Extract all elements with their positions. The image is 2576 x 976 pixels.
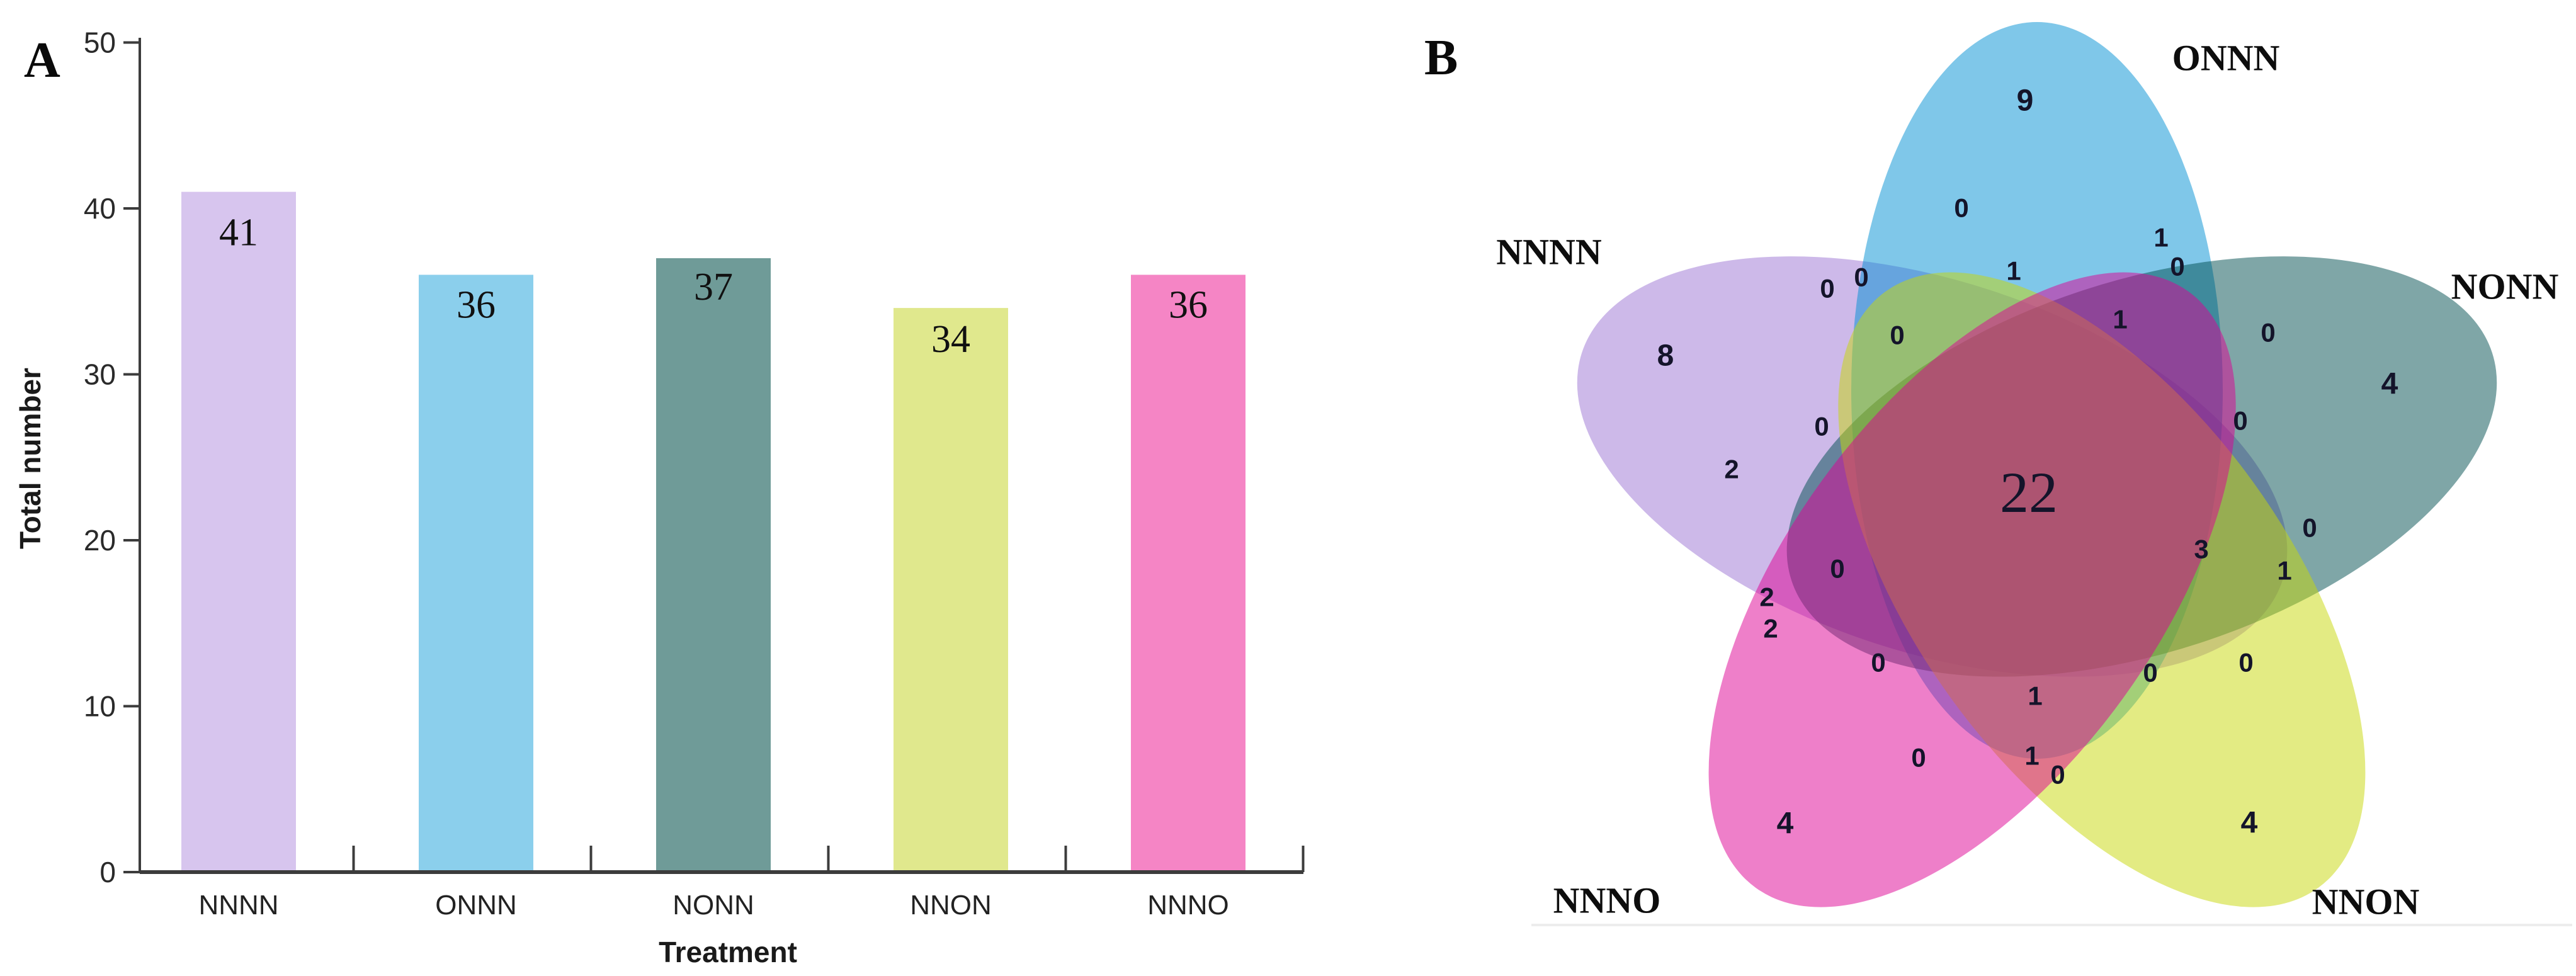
y-tick-label: 0 xyxy=(99,856,116,888)
venn-region-count: 0 xyxy=(1911,743,1926,773)
x-tick-label: NONN xyxy=(672,890,754,921)
venn-region-count: 22 xyxy=(2000,460,2058,525)
venn-region-count: 0 xyxy=(2050,760,2065,790)
x-tick-label: NNON xyxy=(910,890,992,921)
y-tick-label: 30 xyxy=(84,358,116,391)
venn-region-count: 1 xyxy=(2006,256,2021,286)
y-axis-title: Total number xyxy=(14,368,47,549)
bar-nnno xyxy=(1131,275,1245,872)
bar-nonn xyxy=(656,258,771,872)
venn-ellipse-nnno xyxy=(1708,272,2236,907)
bar-value-label: 37 xyxy=(694,266,733,309)
venn-region-count: 0 xyxy=(1830,554,1844,584)
venn-region-count: 8 xyxy=(1657,339,1674,373)
venn-region-count: 4 xyxy=(2381,368,2398,401)
panel-b-letter: B xyxy=(1424,30,1458,86)
venn-region-count: 0 xyxy=(2233,406,2247,436)
bar-value-label: 41 xyxy=(219,212,258,254)
venn-labels-layer: NNNN ONNN NONN NNON NNNO xyxy=(1496,38,2558,922)
venn-region-count: 0 xyxy=(1890,321,1904,350)
y-tick-label: 20 xyxy=(84,524,116,557)
axes-layer: 0 10 20 30 40 50 xyxy=(84,26,1305,888)
venn-region-count: 0 xyxy=(1871,648,1885,678)
venn-region-count: 0 xyxy=(2302,513,2317,543)
venn-region-count: 0 xyxy=(2261,318,2275,348)
venn-region-count: 0 xyxy=(1820,274,1834,304)
venn-region-count: 4 xyxy=(2241,807,2258,840)
venn-set-label-nnno: NNNO xyxy=(1553,880,1661,921)
venn-region-count: 0 xyxy=(1854,263,1868,292)
x-tick-label: NNNO xyxy=(1147,890,1229,921)
panel-a-letter: A xyxy=(24,33,60,88)
venn-region-count: 1 xyxy=(2028,681,2042,711)
venn-region-count: 0 xyxy=(2170,252,2184,281)
bar-onnn xyxy=(419,275,533,872)
bar-nnon xyxy=(894,308,1008,873)
venn-region-count: 0 xyxy=(2238,648,2253,678)
venn-region-count: 0 xyxy=(1814,412,1829,441)
venn-region-count: 0 xyxy=(2143,658,2157,688)
y-tick-label: 50 xyxy=(84,26,116,59)
venn-region-count: 2 xyxy=(1759,582,1774,612)
venn-set-label-onnn: ONNN xyxy=(2172,38,2280,79)
venn-region-count: 1 xyxy=(2277,556,2291,586)
x-tick-label: NNNN xyxy=(198,890,278,921)
venn-set-label-nnon: NNON xyxy=(2312,882,2420,922)
venn-region-count: 1 xyxy=(2024,741,2039,771)
venn-region-count: 2 xyxy=(1724,455,1739,484)
bar-value-label: 36 xyxy=(457,283,496,326)
venn-region-count: 0 xyxy=(1954,193,1968,223)
venn-region-count: 1 xyxy=(2153,223,2168,253)
venn-set-label-nonn: NONN xyxy=(2451,266,2559,307)
bar-chart-panel: 41 NNNN 36 ONNN 37 NONN 34 NNON 36 NNNO 0 10 20 30 40… xyxy=(14,26,1305,968)
bar-value-label: 34 xyxy=(931,318,970,361)
bar-nnnn xyxy=(181,191,296,872)
venn-region-count: 2 xyxy=(1763,614,1778,644)
x-axis-title: Treatment xyxy=(659,936,797,968)
x-tick-label: ONNN xyxy=(435,890,517,921)
venn-ellipses-layer xyxy=(1577,22,2497,907)
venn-region-count: 3 xyxy=(2194,535,2208,564)
y-tick-label: 40 xyxy=(84,192,116,225)
venn-region-count: 9 xyxy=(2017,84,2034,118)
venn-set-label-nnnn: NNNN xyxy=(1496,232,1602,273)
y-tick-label: 10 xyxy=(84,690,116,723)
venn-region-count: 1 xyxy=(2113,305,2127,334)
bar-value-label: 36 xyxy=(1169,283,1208,326)
bars-layer: 41 NNNN 36 ONNN 37 NONN 34 NNON 36 NNNO xyxy=(181,191,1245,921)
venn-region-count: 4 xyxy=(1777,807,1794,841)
